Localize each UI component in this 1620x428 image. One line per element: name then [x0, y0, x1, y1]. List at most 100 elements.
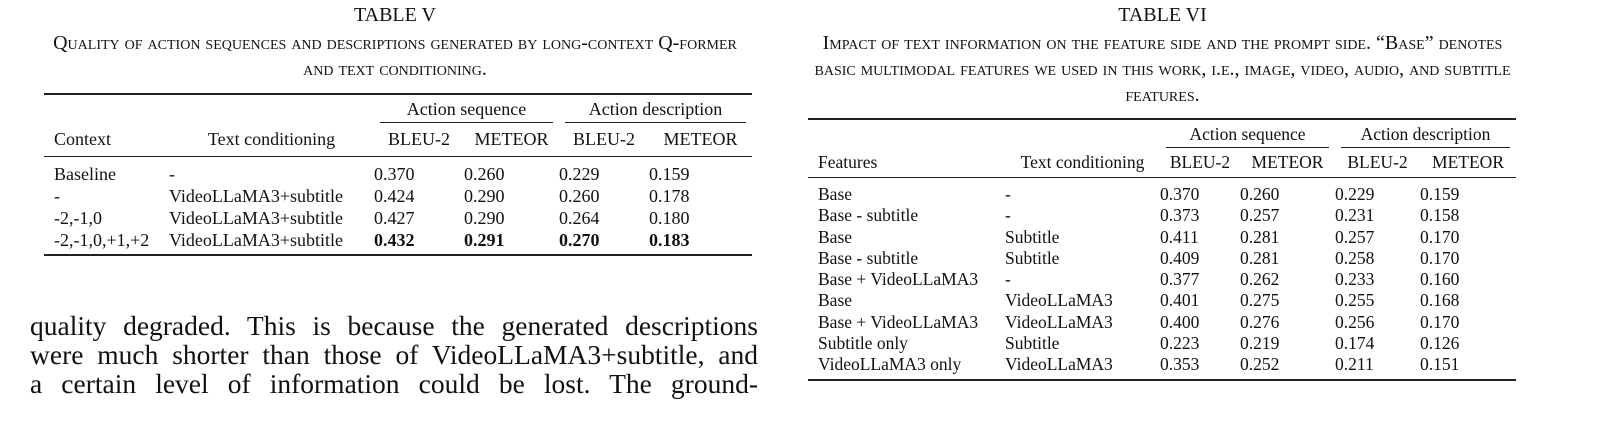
table-cell: 0.275 — [1240, 290, 1280, 311]
table-cell: 0.290 — [464, 208, 505, 228]
column-header: BLEU-2 — [559, 123, 650, 157]
column-header: Features — [808, 148, 1005, 178]
column-header: Text conditioning — [1005, 148, 1160, 178]
table-cell: - — [54, 186, 60, 206]
column-header: METEOR — [1420, 148, 1517, 178]
table-cell: - — [1005, 184, 1011, 204]
table-cell: - — [1005, 205, 1011, 226]
table-row: VideoLLaMA3 only VideoLLaMA3 0.353 0.252 0.2… — [808, 354, 1516, 379]
table-cell: 0.252 — [1240, 354, 1280, 375]
results-table: Action sequence Action description Feature… — [808, 118, 1517, 381]
table-caption-block: TABLE V Quality of action sequences and … — [30, 0, 760, 82]
table-cell: VideoLLaMA3 — [1005, 290, 1113, 311]
table-cell: - — [169, 164, 175, 184]
table-head: Action sequence Action description Context… — [44, 94, 753, 157]
table-cell: 0.409 — [1160, 247, 1200, 268]
table-cell: 0.211 — [1335, 354, 1374, 375]
body-text: quality degraded. This is because the ge… — [30, 311, 758, 398]
table-cell: 0.229 — [1335, 184, 1375, 204]
table-body: Baseline -0.370 0.260 0.229 0.159- VideoLLaMA… — [44, 157, 752, 256]
table-cell: Base — [818, 184, 853, 204]
table-cell: Subtitle — [1005, 226, 1060, 247]
table-cell: 0.270 — [559, 230, 600, 250]
column-header-row: Context Text conditioning BLEU-2 METEOR BLEU… — [44, 123, 753, 157]
group-header-text: Action description — [565, 99, 747, 123]
table-cell: Base - subtitle — [818, 247, 919, 268]
table-cell: 0.411 — [1160, 226, 1199, 247]
table-cell: 0.373 — [1160, 205, 1200, 226]
table-cell: 0.256 — [1335, 311, 1375, 332]
table-cell: 0.178 — [649, 186, 690, 206]
table-row: -2,-1,0 VideoLLaMA3+subtitle 0.427 0.290 0.2… — [44, 207, 752, 229]
table-cell: 0.401 — [1160, 290, 1200, 311]
group-header-row: Action sequence Action description — [44, 94, 752, 123]
table-caption: Quality of action sequences and descript… — [53, 32, 737, 80]
group-header: Action sequence — [1160, 119, 1335, 148]
table-cell: 0.170 — [1420, 247, 1460, 268]
table-cell: 0.126 — [1420, 333, 1460, 354]
table-body: Base -0.370 0.260 0.229 0.159 Base - subtitle… — [808, 178, 1516, 380]
table-cell: 0.262 — [1240, 269, 1280, 290]
table-cell: Subtitle — [1005, 333, 1060, 354]
table-cell: VideoLLaMA3 only — [818, 354, 962, 375]
group-header-text: Action sequence — [1166, 124, 1330, 148]
table-cell: Base — [818, 290, 853, 311]
table-cell: 0.180 — [649, 208, 690, 228]
table-cell: 0.281 — [1240, 247, 1280, 268]
table-cell: -2,-1,0,+1,+2 — [54, 230, 150, 250]
text-line: were much shorter than those of VideoLLa… — [30, 339, 758, 370]
table-cell: 0.151 — [1420, 354, 1460, 375]
group-header-text: Action description — [1341, 124, 1511, 148]
table-cell: 0.174 — [1335, 333, 1375, 354]
table-row: Base - subtitle - 0.373 0.257 0.231 0.158 — [808, 205, 1516, 226]
table-cell: 0.231 — [1335, 205, 1375, 226]
table-label: TABLE V — [354, 4, 436, 26]
table-cell: 0.281 — [1240, 226, 1280, 247]
table-cell: 0.229 — [559, 164, 600, 184]
group-header: Action description — [1335, 119, 1516, 148]
table-cell: Base — [818, 226, 853, 247]
table-cell: Subtitle only — [818, 333, 908, 354]
table-cell: 0.159 — [649, 164, 690, 184]
table-cell: 0.290 — [464, 186, 505, 206]
column-header-row: Features Text conditioning BLEU-2 METEOR BLE… — [808, 148, 1517, 178]
table-cell: 0.427 — [374, 208, 415, 228]
column-header: METEOR — [649, 123, 753, 157]
table-cell: Base + VideoLLaMA3 — [818, 311, 979, 332]
table-cell: 0.258 — [1335, 247, 1375, 268]
group-header-text: Action sequence — [380, 99, 554, 123]
table-cell: 0.370 — [1160, 184, 1200, 204]
table-cell: VideoLLaMA3 — [1005, 311, 1113, 332]
table-cell: VideoLLaMA3+subtitle — [169, 208, 344, 228]
table-cell: 0.432 — [374, 230, 415, 250]
table-cell: 0.158 — [1420, 205, 1460, 226]
table-cell: 0.370 — [374, 164, 415, 184]
table-cell: 0.257 — [1240, 205, 1280, 226]
column-header: BLEU-2 — [1335, 148, 1421, 178]
table-row: Subtitle only Subtitle 0.223 0.219 0.174 0.12… — [808, 333, 1516, 354]
table-cell: VideoLLaMA3 — [1005, 354, 1113, 375]
table-cell: 0.183 — [649, 230, 690, 250]
table-cell: 0.257 — [1335, 226, 1375, 247]
table-cell: 0.168 — [1420, 290, 1460, 311]
table-cell: Baseline — [54, 164, 116, 184]
table-row: Base + VideoLLaMA3 VideoLLaMA3 0.400 0.276 0… — [808, 312, 1516, 333]
column-header: Context — [44, 123, 169, 157]
text-line: quality degraded. This is because the ge… — [30, 310, 758, 341]
table-cell: 0.264 — [559, 208, 600, 228]
column-header: BLEU-2 — [374, 123, 464, 157]
table-cell: 0.160 — [1420, 269, 1460, 290]
table-cell: 0.170 — [1420, 226, 1460, 247]
group-header: Action description — [559, 94, 752, 123]
table-cell: -2,-1,0 — [54, 208, 102, 228]
column-header: METEOR — [1240, 148, 1336, 178]
table-cell: 0.219 — [1240, 333, 1280, 354]
table-cell: VideoLLaMA3+subtitle — [169, 186, 344, 206]
table-caption-block: TABLE VI Impact of text information on t… — [795, 0, 1530, 108]
table-row: Base - 0.370 0.260 0.229 0.159 — [808, 178, 1516, 206]
table-cell: 0.400 — [1160, 311, 1200, 332]
table-row: Baseline - 0.370 0.260 0.229 0.159 — [44, 157, 752, 186]
table-cell: 0.159 — [1420, 184, 1460, 204]
table-row: Base VideoLLaMA3 0.401 0.275 0.255 0.168 — [808, 290, 1516, 311]
table-cell: 0.291 — [464, 230, 505, 250]
